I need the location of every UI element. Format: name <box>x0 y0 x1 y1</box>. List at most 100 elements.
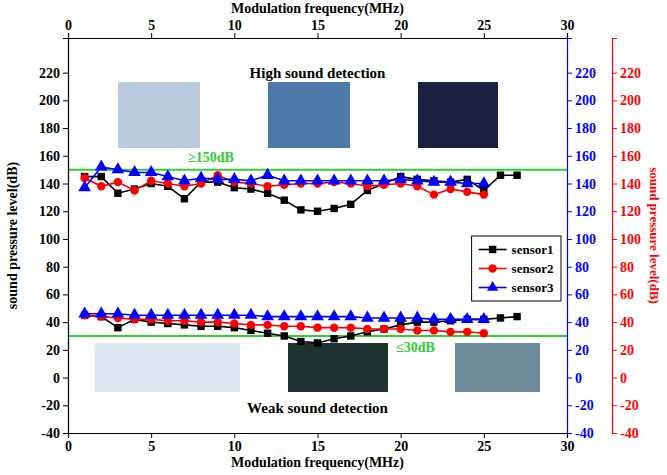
tick-mark <box>567 294 572 295</box>
marker <box>178 308 191 319</box>
tick: 120 <box>612 204 641 219</box>
marker <box>330 323 338 331</box>
marker <box>114 178 122 186</box>
y3-axis: -40-20020406080100120140160180200220 <box>612 39 641 441</box>
marker <box>128 165 141 176</box>
tick-label: 20 <box>620 343 634 358</box>
marker <box>513 172 520 179</box>
tick-mark <box>68 33 69 38</box>
marker <box>430 326 438 334</box>
marker <box>430 190 438 198</box>
marker <box>147 177 155 185</box>
marker <box>295 173 308 184</box>
tick-label: 120 <box>575 204 596 219</box>
tick-mark <box>567 267 572 268</box>
marker <box>130 186 138 194</box>
axis-title: Modulation frequency(MHz) <box>231 1 404 17</box>
marker <box>261 168 274 179</box>
tick-mark <box>612 100 617 101</box>
chart: 051015202530051015202530-40-200204060801… <box>0 0 667 475</box>
tick-mark <box>234 33 235 38</box>
tick: -40 <box>567 426 594 441</box>
reference-line <box>68 169 567 171</box>
annotation: Weak sound detection <box>247 400 389 416</box>
tick-mark <box>63 350 68 351</box>
tick-mark <box>63 239 68 240</box>
axis-title: sound pressure level(dB) <box>647 167 662 304</box>
tick: 180 <box>612 121 641 136</box>
tick: 25 <box>477 18 491 38</box>
tick: 80 <box>612 260 634 275</box>
tick: 200 <box>39 93 68 108</box>
tick-label: 0 <box>53 371 60 386</box>
tick: -20 <box>41 398 68 413</box>
legend-label: sensor3 <box>512 280 554 295</box>
tick: 120 <box>567 204 596 219</box>
tick-label: 80 <box>575 260 589 275</box>
tick: 30 <box>561 18 575 38</box>
marker <box>263 182 271 190</box>
tick-label: 10 <box>228 439 242 454</box>
marker <box>313 323 321 331</box>
legend-marker <box>489 246 496 253</box>
marker <box>480 190 488 198</box>
marker <box>145 308 158 319</box>
marker <box>444 175 457 186</box>
tick-mark <box>63 433 68 434</box>
tick-label: -40 <box>620 426 639 441</box>
tick-mark <box>63 294 68 295</box>
marker <box>197 318 205 326</box>
tick-label: 40 <box>46 315 60 330</box>
marker <box>328 309 341 320</box>
tick-mark <box>63 267 68 268</box>
tick: 5 <box>148 433 155 454</box>
marker <box>297 206 304 213</box>
marker <box>411 311 424 322</box>
tick-label: 30 <box>561 439 575 454</box>
tick-label: 80 <box>620 260 634 275</box>
tick: 0 <box>65 433 72 454</box>
axis-line <box>63 39 69 434</box>
tick-label: -40 <box>575 426 594 441</box>
marker <box>164 179 172 187</box>
tick: 120 <box>39 204 68 219</box>
tick-label: 60 <box>46 287 60 302</box>
reference-lines <box>68 170 567 336</box>
tick-label: 25 <box>477 18 491 33</box>
series-sensor2 <box>80 171 488 337</box>
tick-mark <box>612 211 617 212</box>
tick-label: 80 <box>46 260 60 275</box>
tick-label: -20 <box>620 398 639 413</box>
photo <box>288 343 388 392</box>
marker <box>477 176 490 187</box>
tick-label: 200 <box>620 93 641 108</box>
tick: 20 <box>394 433 408 454</box>
tick: 80 <box>567 260 589 275</box>
photo <box>118 82 200 148</box>
legend-entry: sensor3 <box>479 280 554 295</box>
marker <box>128 308 141 319</box>
marker <box>261 309 274 320</box>
tick-mark <box>567 128 572 129</box>
tick: 160 <box>612 149 641 164</box>
tick-mark <box>567 433 572 434</box>
marker <box>311 309 324 320</box>
tick-label: 0 <box>65 18 72 33</box>
tick: 100 <box>39 232 68 247</box>
tick-mark <box>484 33 485 38</box>
marker <box>78 306 91 317</box>
marker <box>330 205 337 212</box>
tick-label: 20 <box>394 439 408 454</box>
marker <box>281 332 288 339</box>
tick: 10 <box>228 433 242 454</box>
tick: 10 <box>228 18 242 38</box>
marker <box>161 308 174 319</box>
tick: 100 <box>612 232 641 247</box>
tick: -20 <box>567 398 594 413</box>
photo <box>455 343 540 392</box>
marker <box>344 309 357 320</box>
axis-line <box>613 39 618 434</box>
marker <box>394 172 407 183</box>
tick-mark <box>63 378 68 379</box>
tick-label: -20 <box>575 398 594 413</box>
